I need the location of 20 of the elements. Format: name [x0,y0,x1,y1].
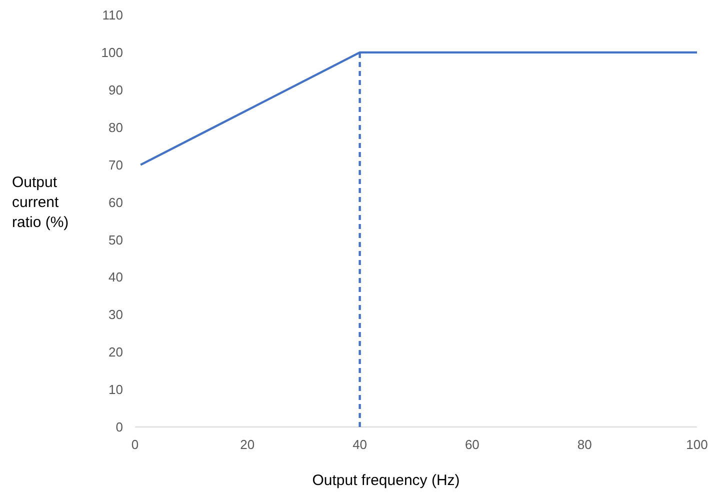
x-tick-label: 40 [352,437,368,452]
y-tick-label: 80 [108,120,123,135]
x-tick-label: 0 [131,437,139,452]
x-tick-label: 20 [240,437,255,452]
y-tick-label: 100 [101,45,123,60]
x-tick-label: 100 [686,437,708,452]
y-tick-label: 50 [108,232,123,248]
x-tick-label: 60 [464,437,480,452]
x-axis-title: Output frequency (Hz) [312,472,460,489]
y-axis-title: Output current ratio (%) [12,174,69,231]
y-tick-label: 0 [116,420,123,435]
y-tick-label: 20 [108,344,123,360]
y-tick-label: 60 [108,194,123,210]
x-tick-label: 80 [577,437,592,452]
y-tick-label: 40 [108,270,123,285]
y-tick-label: 10 [108,382,123,398]
y-tick-label: 110 [102,8,123,23]
y-tick-label: 30 [108,307,123,322]
y-tick-label: 70 [108,157,123,172]
y-tick-label: 90 [108,82,123,98]
